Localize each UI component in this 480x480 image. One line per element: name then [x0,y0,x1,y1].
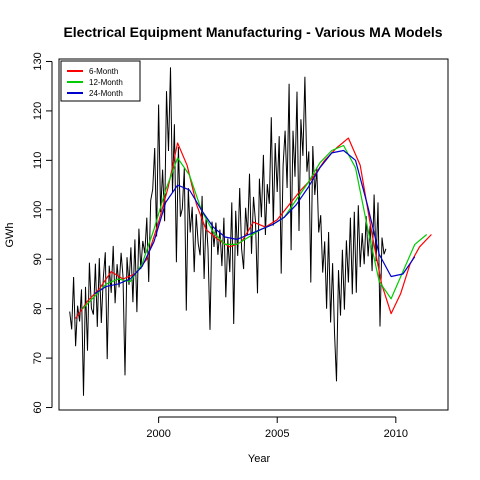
legend-label: 12-Month [89,78,123,87]
y-tick-label: 80 [32,303,44,315]
raw-data-line [69,67,387,396]
y-tick-label: 90 [32,253,44,265]
y-tick-label: 100 [32,201,44,219]
x-tick-label: 2010 [384,428,408,440]
chart-title: Electrical Equipment Manufacturing - Var… [63,24,442,40]
series-line-12-month [82,144,428,310]
x-axis-label: Year [248,453,271,465]
x-tick-label: 2000 [146,428,170,440]
series-line-24-month [94,149,416,295]
y-axis-label: GWh [4,222,16,247]
y-tick-label: 110 [32,152,44,170]
x-tick-label: 2005 [265,428,289,440]
y-tick-label: 60 [32,401,44,413]
legend-label: 6-Month [89,67,118,76]
legend-label: 24-Month [89,89,123,98]
y-tick-label: 70 [32,352,44,364]
axes-layer: 2000 2005 2010 60 70 80 90 100 110 120 130 [32,52,449,440]
series-layer [69,67,432,396]
y-tick-label: 130 [32,52,44,70]
y-tick-label: 120 [32,102,44,120]
plot-frame [58,58,449,411]
legend: 6-Month 12-Month 24-Month [60,60,141,102]
